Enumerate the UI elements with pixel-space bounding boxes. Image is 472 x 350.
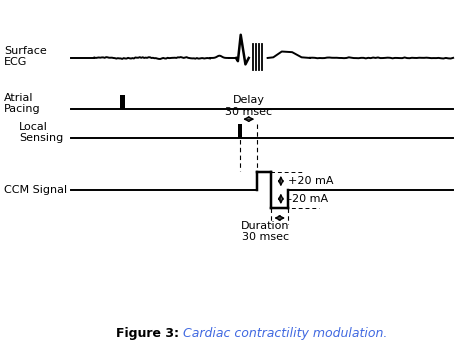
Text: -20 mA: -20 mA [288, 194, 328, 204]
Text: +20 mA: +20 mA [288, 176, 333, 186]
Bar [120, 95, 125, 110]
Text: CCM Signal: CCM Signal [4, 185, 67, 195]
Text: Duration
30 msec: Duration 30 msec [241, 220, 290, 242]
Text: Delay
30 msec: Delay 30 msec [225, 95, 272, 117]
Text: Cardiac contractility modulation.: Cardiac contractility modulation. [179, 327, 388, 340]
Text: Atrial
Pacing: Atrial Pacing [4, 93, 41, 114]
Text: Figure 3:: Figure 3: [117, 327, 179, 340]
Bar [238, 124, 242, 139]
Text: Local
Sensing: Local Sensing [19, 122, 63, 144]
Text: Surface
ECG: Surface ECG [4, 46, 47, 67]
